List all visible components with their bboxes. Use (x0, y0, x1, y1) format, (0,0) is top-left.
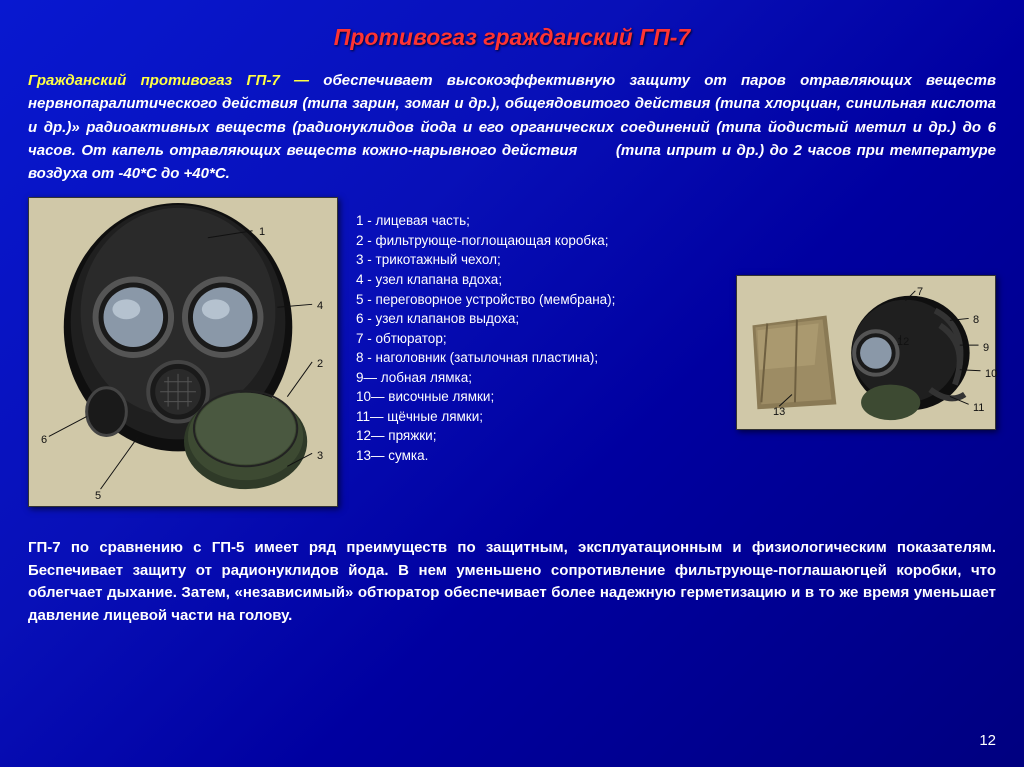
callout-number: 13 (773, 406, 785, 418)
intro-lead: Гражданский противогаз ГП-7 — (28, 72, 309, 89)
legend-item: 10— височные лямки; (356, 387, 718, 407)
gas-mask-side-image: 7 8 9 10 11 12 13 (736, 275, 996, 430)
callout-number: 4 (317, 300, 323, 312)
callout-number: 2 (317, 358, 323, 370)
legend-item: 7 - обтюратор; (356, 329, 718, 349)
callout-number: 5 (95, 490, 101, 502)
legend-item: 5 - переговорное устройство (мембрана); (356, 290, 718, 310)
callout-number: 6 (41, 434, 47, 446)
legend-item: 13— сумка. (356, 446, 718, 466)
callout-number: 9 (983, 342, 989, 354)
bottom-paragraph: ГП-7 по сравнению с ГП-5 имеет ряд преим… (28, 537, 996, 627)
callout-number: 12 (897, 336, 909, 348)
legend-item: 3 - трикотажный чехол; (356, 250, 718, 270)
legend-item: 9— лобная лямка; (356, 368, 718, 388)
callout-number: 1 (259, 226, 265, 238)
legend-item: 1 - лицевая часть; (356, 211, 718, 231)
slide-container: Противогаз гражданский ГП-7 Гражданский … (0, 0, 1024, 767)
callout-number: 3 (317, 450, 323, 462)
callout-number: 7 (917, 286, 923, 298)
slide-title: Противогаз гражданский ГП-7 (28, 24, 996, 51)
legend-item: 12— пряжки; (356, 426, 718, 446)
gas-mask-front-image: 1 4 2 3 5 6 (28, 197, 338, 507)
legend-item: 8 - наголовник (затылочная пластина); (356, 348, 718, 368)
page-number: 12 (979, 732, 996, 749)
legend-item: 6 - узел клапанов выдоха; (356, 309, 718, 329)
parts-legend: 1 - лицевая часть;2 - фильтрующе-поглоща… (356, 197, 718, 507)
legend-item: 11— щёчные лямки; (356, 407, 718, 427)
callout-number: 10 (985, 368, 997, 380)
legend-item: 2 - фильтрующе-поглощающая коробка; (356, 231, 718, 251)
callout-number: 8 (973, 314, 979, 326)
legend-item: 4 - узел клапана вдоха; (356, 270, 718, 290)
callout-number: 11 (973, 402, 984, 414)
middle-row: 1 4 2 3 5 6 1 - лицевая часть;2 - фильтрующе-… (28, 197, 996, 507)
intro-paragraph: Гражданский противогаз ГП-7 — обеспечива… (28, 69, 996, 185)
gas-mask-front-svg (29, 198, 337, 506)
